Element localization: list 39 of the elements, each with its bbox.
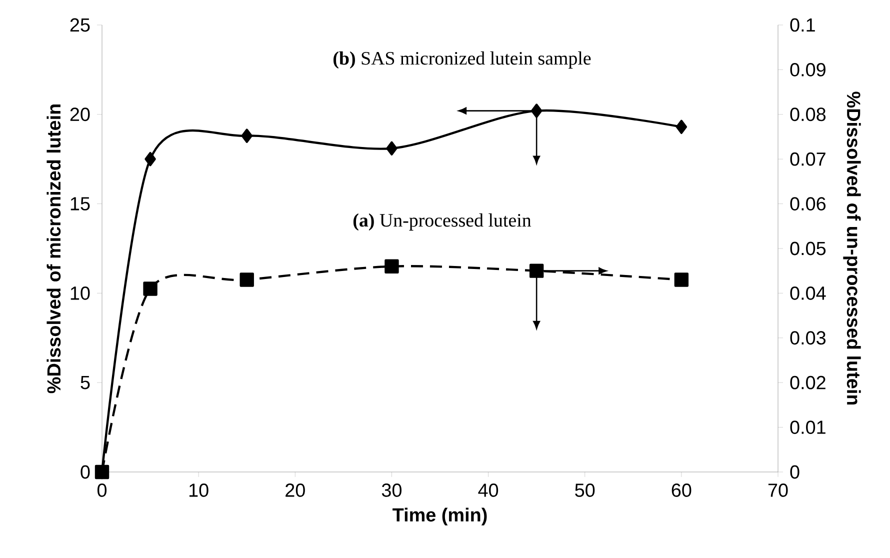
y-tick-label: 5 xyxy=(80,376,90,390)
y2-tick-label: 0.09 xyxy=(790,62,826,76)
x-tick-label: 30 xyxy=(382,483,402,497)
annotation: (a) Un-processed lutein xyxy=(353,213,532,231)
x-tick-label: 0 xyxy=(97,483,107,497)
annotation: (b) SAS micronized lutein sample xyxy=(334,51,591,69)
y-tick-label: 15 xyxy=(70,197,90,210)
y-tick-label: 0 xyxy=(80,465,90,479)
y2-tick-label: 0.08 xyxy=(790,108,826,122)
y2-tick-label: 0.03 xyxy=(790,331,826,345)
x-tick-label: 60 xyxy=(672,483,692,497)
point xyxy=(144,152,156,166)
x-axis-title: Time (min) xyxy=(392,508,487,526)
point xyxy=(676,120,688,134)
x-tick-label: 40 xyxy=(478,483,498,497)
point xyxy=(143,282,158,296)
x-tick-label: 70 xyxy=(768,483,788,497)
x-tick-label: 10 xyxy=(189,483,208,497)
point xyxy=(386,141,398,156)
y2-tick-label: 0.1 xyxy=(790,18,815,32)
point xyxy=(674,272,689,287)
y2-tick-label: 0 xyxy=(790,465,800,479)
y-axis-title: %Dissolved of micronized lutein xyxy=(46,104,61,394)
y2-axis-title: %Dissolved of un-processed lutein xyxy=(843,92,861,405)
point xyxy=(241,128,252,143)
point xyxy=(529,264,544,278)
y-tick-label: 25 xyxy=(70,18,90,32)
y2-tick-label: 0.05 xyxy=(790,242,826,256)
point xyxy=(240,272,254,287)
x-tick-label: 20 xyxy=(286,483,305,497)
y2-tick-label: 0.01 xyxy=(790,420,826,434)
y2-tick-label: 0.06 xyxy=(790,197,826,210)
y2-tick-label: 0.02 xyxy=(790,376,826,390)
y2-tick-label: 0.04 xyxy=(790,286,826,300)
x-tick-label: 50 xyxy=(575,483,595,497)
y2-tick-label: 0.07 xyxy=(790,152,826,166)
y-tick-label: 10 xyxy=(70,286,90,300)
y-tick-label: 20 xyxy=(70,108,90,122)
point xyxy=(384,259,399,274)
